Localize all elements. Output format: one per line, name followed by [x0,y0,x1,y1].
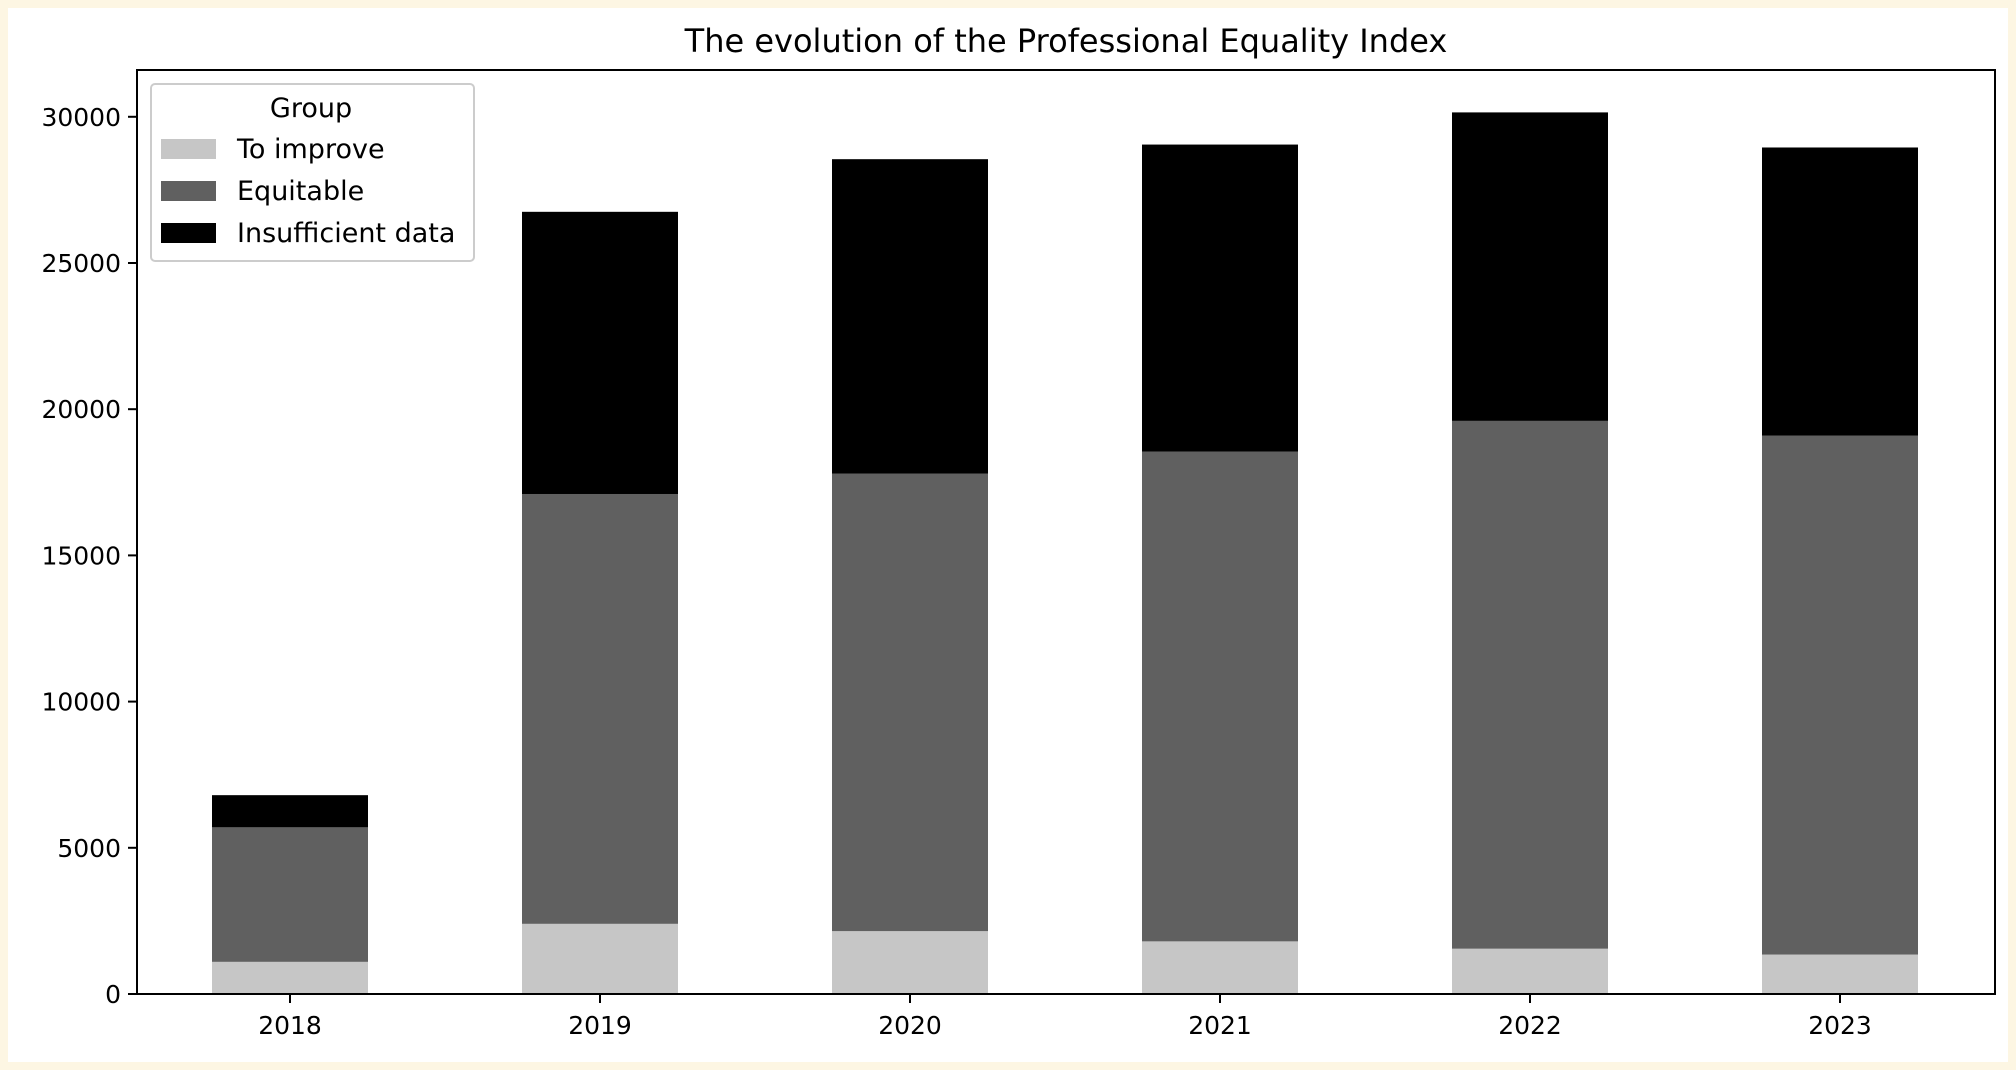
bar-2021-equitable [1142,451,1298,942]
legend-label: Insufficient data [237,218,455,249]
bars-layer [212,112,1918,994]
bar-2023-to-improve [1762,954,1918,994]
bar-2021-insufficient-data [1142,144,1298,452]
legend-swatch [161,181,216,201]
chart-title: The evolution of the Professional Equali… [684,22,1448,60]
y-tick-label: 30000 [41,103,121,132]
bar-2019-equitable [522,493,678,924]
legend-title: Group [270,93,352,124]
x-axis: 2018 2019 2020 2021 2022 2023 [258,994,1872,1040]
y-tick-label: 25000 [41,249,121,278]
legend-swatch [161,139,216,159]
y-axis: 0 5000 10000 15000 20000 25000 30000 [41,103,137,1009]
legend-frame [150,83,475,262]
y-tick-label: 10000 [41,688,121,717]
bar-2020-equitable [832,473,988,932]
bar-2023-insufficient-data [1762,147,1918,436]
bar-2018-insufficient-data [212,795,368,828]
bar-2018-to-improve [212,961,368,994]
x-tick-label: 2019 [568,1011,632,1040]
bar-2020-insufficient-data [832,159,988,474]
bar-2021-to-improve [1142,941,1298,994]
legend-swatch [161,223,216,243]
bar-2018-equitable [212,827,368,962]
y-tick-label: 15000 [41,541,121,570]
legend-label: To improve [236,134,385,165]
x-tick-label: 2018 [258,1011,322,1040]
y-tick-label: 20000 [41,395,121,424]
x-tick-label: 2023 [1808,1011,1872,1040]
y-tick-label: 0 [105,980,121,1009]
y-tick-label: 5000 [57,834,121,863]
axes-frame [136,69,1996,995]
x-tick-label: 2020 [878,1011,942,1040]
bar-2019-to-improve [522,923,678,994]
legend-label: Equitable [237,176,364,207]
bar-2019-insufficient-data [522,211,678,494]
legend: Group To improve Equitable Insufficient dat… [150,83,475,262]
x-tick-label: 2022 [1498,1011,1562,1040]
x-tick-label: 2021 [1188,1011,1252,1040]
bar-2022-equitable [1452,420,1608,949]
bar-2020-to-improve [832,931,988,994]
bar-2022-to-improve [1452,948,1608,994]
bar-2022-insufficient-data [1452,112,1608,421]
bar-2023-equitable [1762,435,1918,955]
